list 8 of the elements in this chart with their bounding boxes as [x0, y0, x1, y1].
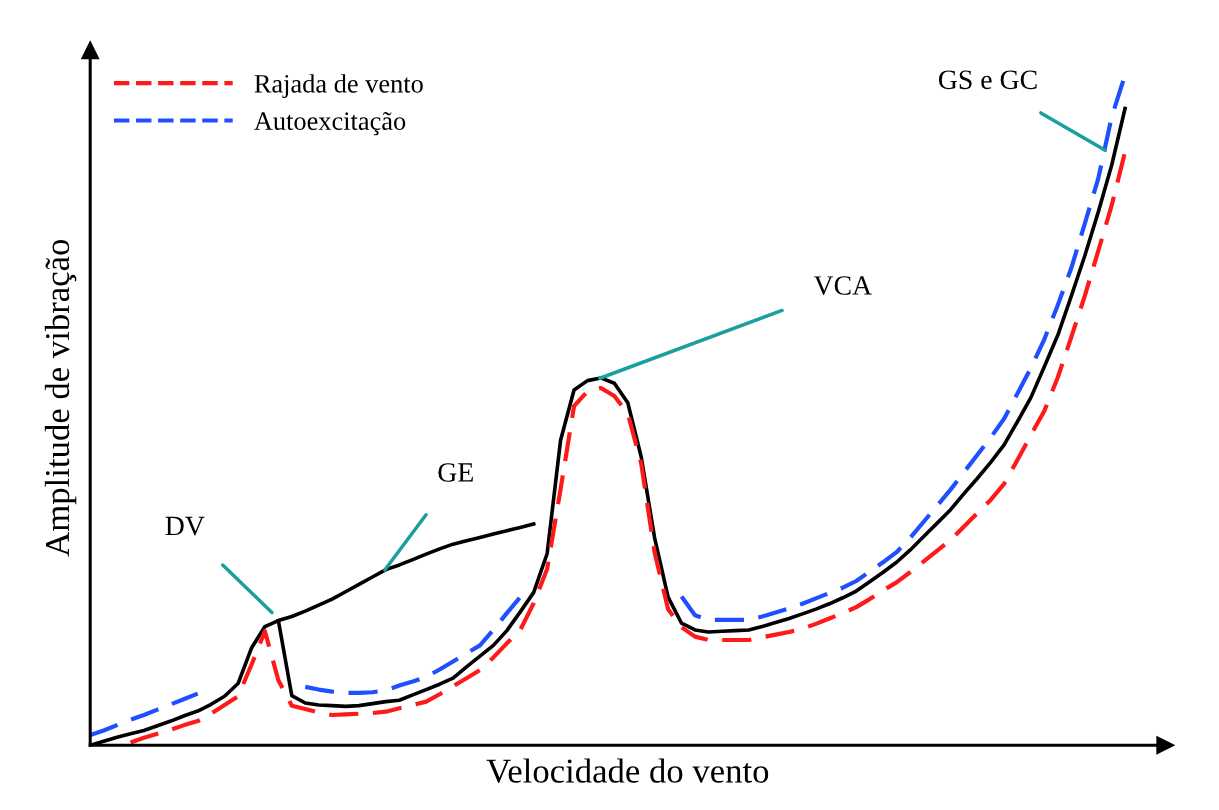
- legend-label: Rajada de vento: [254, 74, 423, 99]
- annotation: GE: [438, 463, 473, 482]
- x-axis-title: Velocidade do vento: [486, 758, 769, 784]
- annotation: DV: [165, 516, 205, 536]
- annotation: VCA: [813, 276, 872, 295]
- annotation: GS e GC: [938, 70, 1037, 90]
- y-axis-title: Amplitude de vibração: [44, 239, 77, 557]
- legend-label: Autoexcitação: [254, 111, 406, 136]
